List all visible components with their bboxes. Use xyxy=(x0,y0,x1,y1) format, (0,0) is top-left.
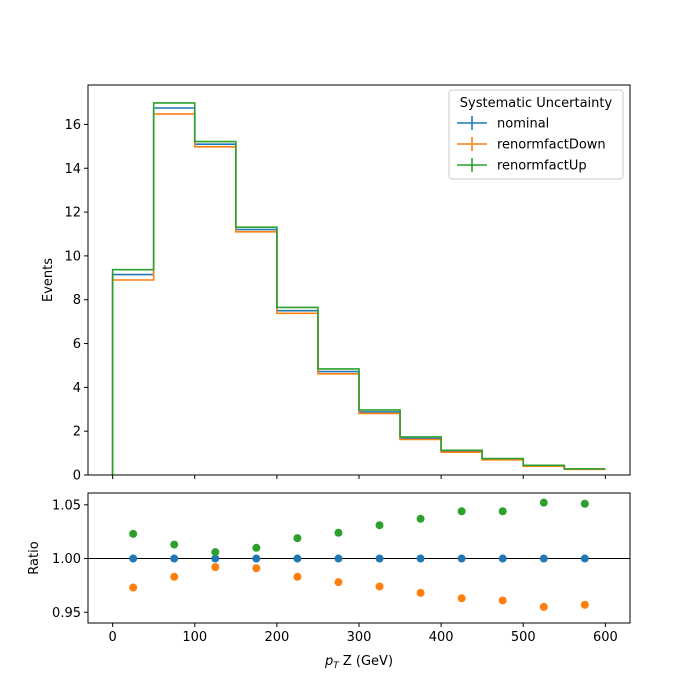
legend-label: renormfactDown xyxy=(497,138,606,153)
x-axis-label-subscript: T xyxy=(333,661,340,671)
ratio-point-renormfactDown xyxy=(457,594,466,603)
ratio-point-renormfactUp xyxy=(211,548,220,557)
ratio-x-tick-label: 200 xyxy=(264,630,289,645)
ratio-point-renormfactDown xyxy=(211,563,220,572)
ratio-point-renormfactUp xyxy=(416,514,425,523)
ratio-axes-frame xyxy=(87,492,631,624)
legend-item-renormfactUp: renormfactUp xyxy=(457,158,587,174)
ratio-y-ticks: 0.95 1.00 1.05 xyxy=(52,498,88,621)
ratio-y-tick-label: 0.95 xyxy=(52,606,81,621)
main-histogram-series xyxy=(111,102,606,475)
ratio-point-renormfactDown xyxy=(539,602,548,611)
main-axes-frame xyxy=(87,84,631,476)
main-y-tick-label: 16 xyxy=(64,118,81,133)
histogram-line-renormfactUp xyxy=(111,102,606,475)
legend: Systematic Uncertainty nominal renormfact… xyxy=(448,89,624,180)
legend-item-nominal: nominal xyxy=(457,116,549,132)
ratio-x-tick-label: 500 xyxy=(511,630,536,645)
main-y-tick-label: 14 xyxy=(64,162,81,177)
ratio-point-nominal xyxy=(252,554,261,563)
main-y-tick-label: 6 xyxy=(73,337,81,352)
ratio-markers xyxy=(129,498,589,611)
main-histogram-panel: 0 2 4 6 8 10 12 14 16 Events xyxy=(41,84,631,484)
ratio-point-renormfactUp xyxy=(457,507,466,516)
main-y-tick-label: 4 xyxy=(73,381,81,396)
ratio-x-tick-label: 100 xyxy=(182,630,207,645)
ratio-point-nominal xyxy=(457,554,466,563)
legend-label: nominal xyxy=(497,117,549,132)
main-y-axis-label: Events xyxy=(41,258,56,302)
ratio-point-renormfactUp xyxy=(539,498,548,507)
main-y-tick-label: 2 xyxy=(73,425,81,440)
ratio-point-renormfactUp xyxy=(170,540,179,549)
ratio-point-renormfactDown xyxy=(416,588,425,597)
main-y-tick-label: 12 xyxy=(64,206,81,221)
ratio-x-tick-label: 400 xyxy=(429,630,454,645)
legend-item-renormfactDown: renormfactDown xyxy=(457,137,606,153)
ratio-x-tick-label: 600 xyxy=(593,630,618,645)
legend-items: nominal renormfactDown renormfactUp xyxy=(457,116,606,174)
ratio-point-renormfactUp xyxy=(293,534,302,543)
ratio-point-renormfactUp xyxy=(375,521,384,530)
ratio-y-tick-label: 1.05 xyxy=(52,498,81,513)
ratio-point-nominal xyxy=(170,554,179,563)
ratio-point-nominal xyxy=(129,554,138,563)
ratio-point-renormfactUp xyxy=(129,529,138,538)
ratio-y-axis-label: Ratio xyxy=(27,541,42,574)
ratio-point-renormfactUp xyxy=(252,543,261,552)
ratio-point-nominal xyxy=(539,554,548,563)
ratio-point-nominal xyxy=(293,554,302,563)
ratio-x-tick-label: 300 xyxy=(347,630,372,645)
legend-label: renormfactUp xyxy=(497,159,587,174)
ratio-point-nominal xyxy=(211,554,220,563)
ratio-point-nominal xyxy=(498,554,507,563)
main-y-ticks: 0 2 4 6 8 10 12 14 16 xyxy=(64,118,88,484)
x-axis-label-italic-p: p xyxy=(324,654,333,669)
ratio-point-nominal xyxy=(580,554,589,563)
ratio-point-renormfactUp xyxy=(334,528,343,537)
legend-title: Systematic Uncertainty xyxy=(460,96,613,111)
ratio-point-nominal xyxy=(334,554,343,563)
ratio-point-renormfactUp xyxy=(498,507,507,516)
ratio-point-renormfactDown xyxy=(293,572,302,581)
ratio-point-renormfactDown xyxy=(498,596,507,605)
ratio-point-renormfactDown xyxy=(129,583,138,592)
ratio-panel: 0.95 1.00 1.05 0 100 200 300 400 500 600 Ratio p… xyxy=(27,492,631,671)
ratio-y-tick-label: 1.00 xyxy=(52,552,81,567)
ratio-x-tick-label: 0 xyxy=(108,630,116,645)
ratio-point-renormfactDown xyxy=(170,572,179,581)
legend-box xyxy=(448,89,624,180)
main-y-tick-label: 10 xyxy=(64,249,81,264)
ratio-point-renormfactDown xyxy=(375,582,384,591)
main-y-tick-label: 8 xyxy=(73,293,81,308)
ratio-point-renormfactDown xyxy=(334,578,343,587)
x-axis-label-rest: Z (GeV) xyxy=(339,654,393,669)
ratio-point-renormfactDown xyxy=(252,564,261,573)
ratio-point-renormfactUp xyxy=(580,499,589,508)
main-x-ticks xyxy=(112,475,606,479)
ratio-point-nominal xyxy=(375,554,384,563)
ratio-point-renormfactDown xyxy=(580,600,589,609)
ratio-x-ticks: 0 100 200 300 400 500 600 xyxy=(108,623,618,645)
ratio-point-nominal xyxy=(416,554,425,563)
main-y-tick-label: 0 xyxy=(73,469,81,484)
x-axis-label: pT Z (GeV) xyxy=(324,654,393,671)
